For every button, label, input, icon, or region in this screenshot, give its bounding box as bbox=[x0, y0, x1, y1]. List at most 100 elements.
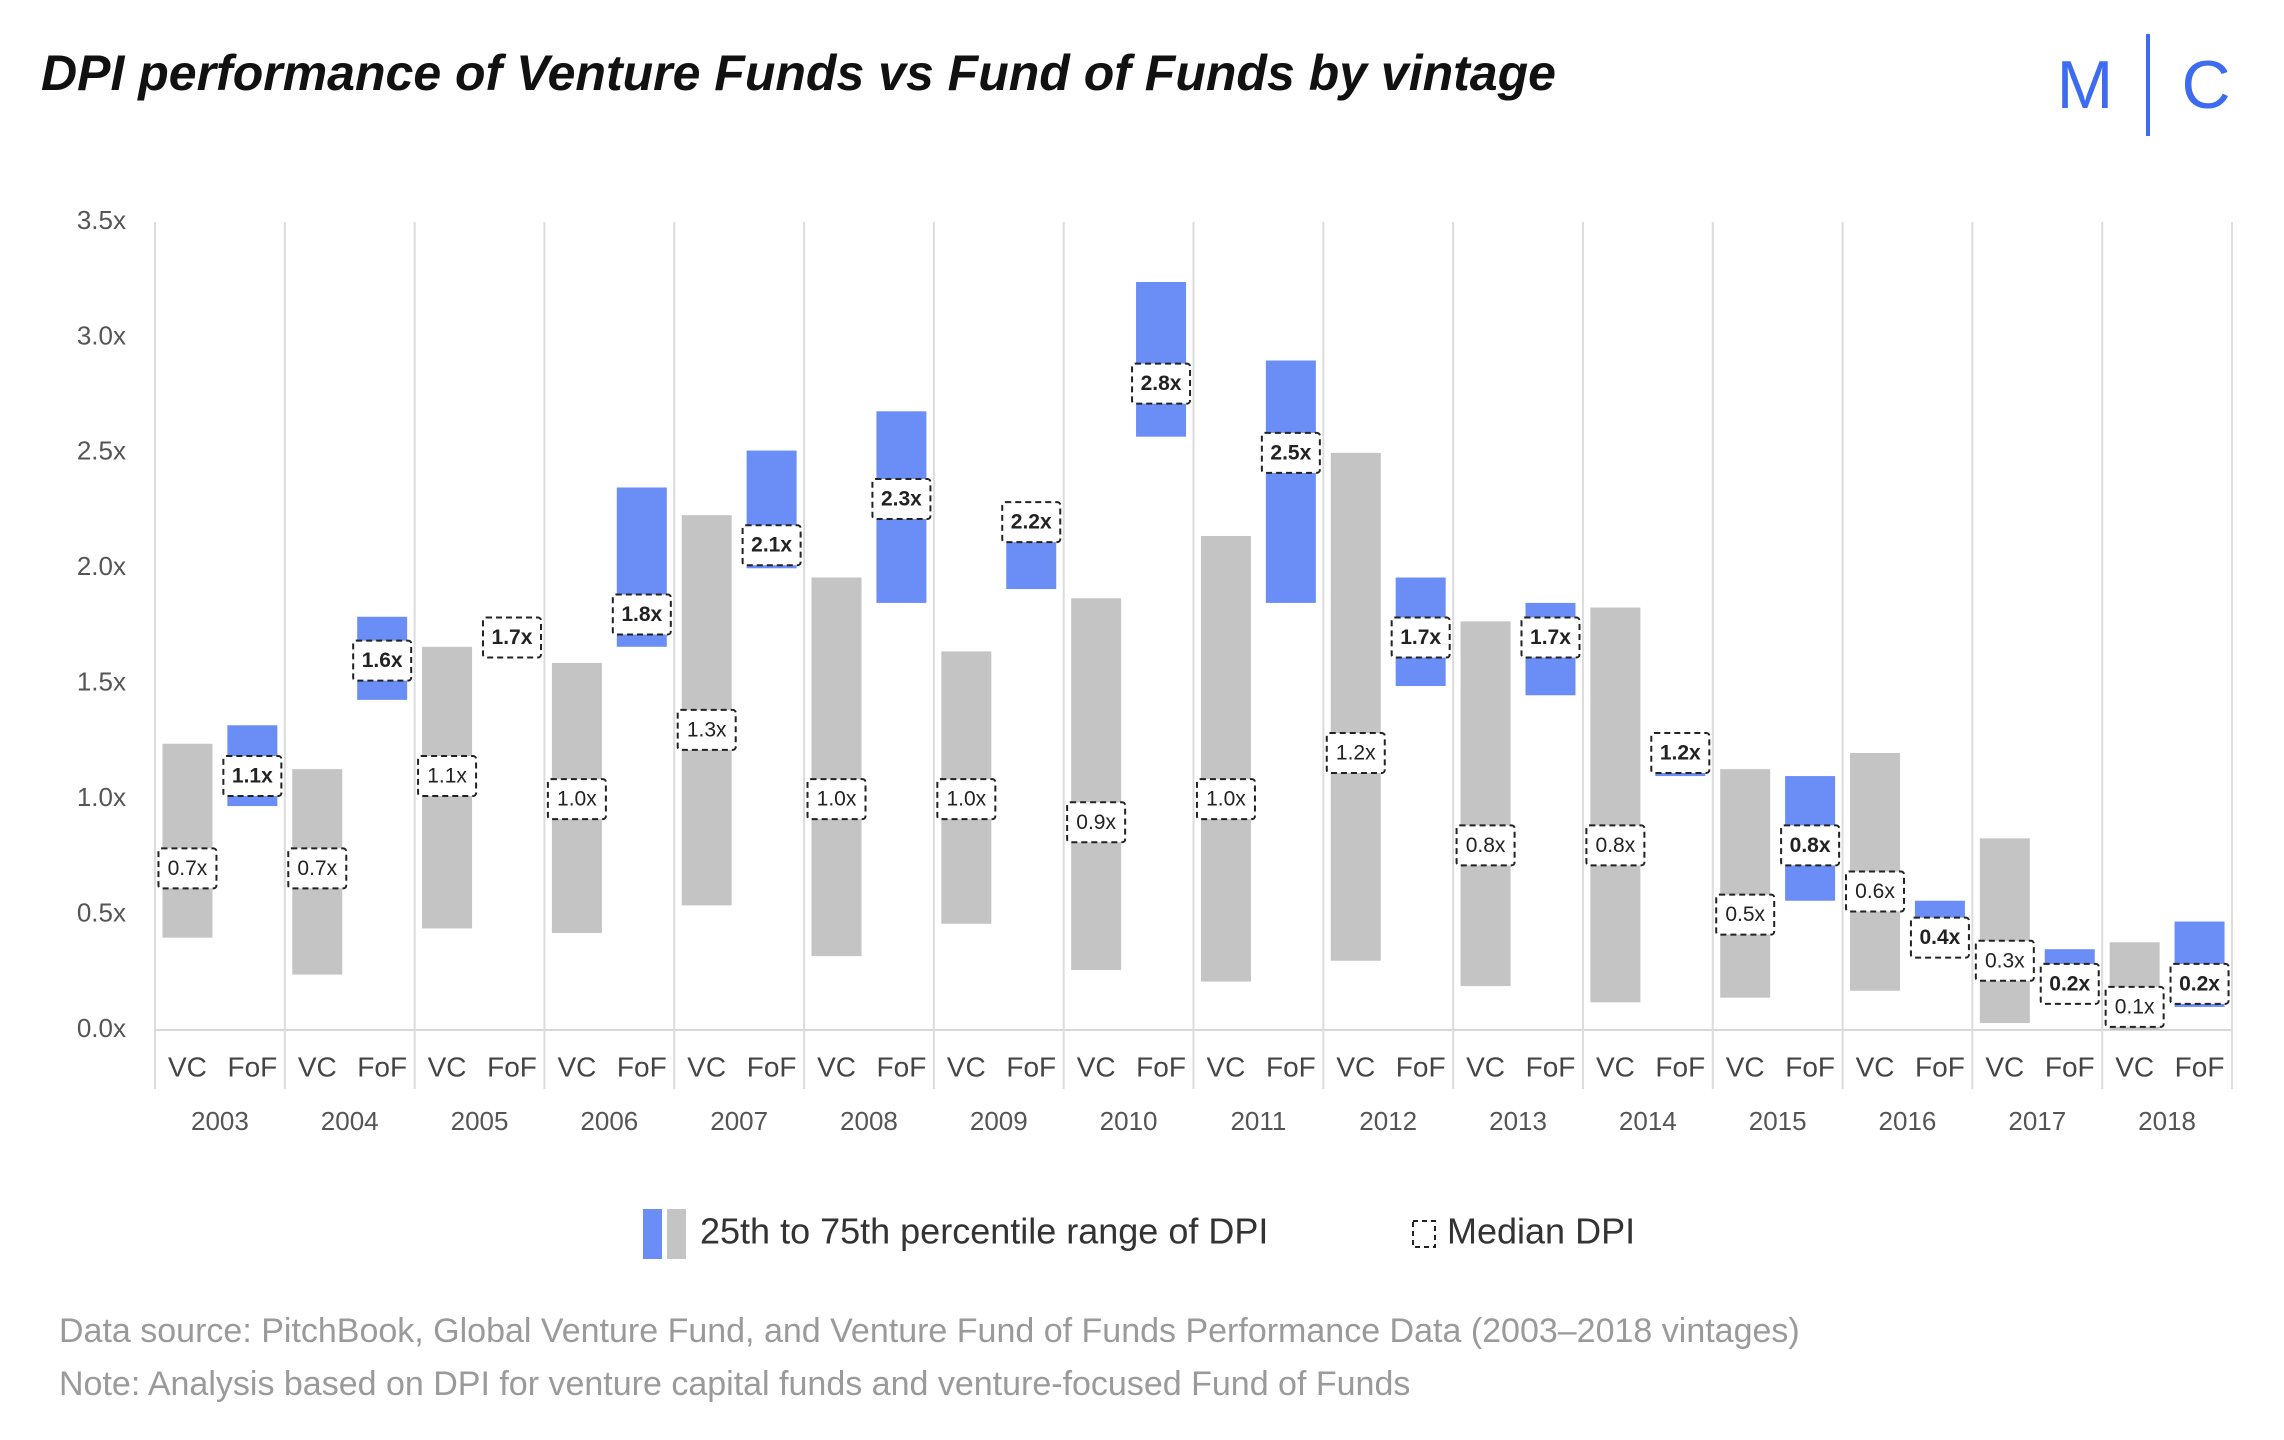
sub-category-label: FoF bbox=[227, 1051, 277, 1082]
x-tick-label: 2007 bbox=[710, 1106, 768, 1136]
range-bar bbox=[1136, 282, 1187, 437]
median-box bbox=[1650, 731, 1711, 774]
logo-letter: C bbox=[2181, 47, 2230, 123]
sub-category-label: VC bbox=[1726, 1051, 1765, 1082]
median-box bbox=[2039, 962, 2100, 1005]
median-label: 0.9x bbox=[1076, 811, 1116, 834]
y-tick-label: 3.5x bbox=[77, 205, 126, 235]
median-label: 0.5x bbox=[1725, 903, 1765, 926]
range-bar bbox=[811, 577, 862, 957]
sub-category-label: FoF bbox=[617, 1051, 667, 1082]
range-bar bbox=[1720, 769, 1771, 998]
sub-category-label: FoF bbox=[747, 1051, 797, 1082]
median-box bbox=[417, 755, 478, 798]
sub-category-label: VC bbox=[1077, 1051, 1116, 1082]
sub-category-label: FoF bbox=[2175, 1051, 2225, 1082]
median-label: 1.3x bbox=[687, 718, 727, 741]
sub-category-label: VC bbox=[947, 1051, 986, 1082]
sub-category-label: FoF bbox=[1006, 1051, 1056, 1082]
median-box bbox=[871, 478, 932, 521]
sub-category-label: VC bbox=[1466, 1051, 1505, 1082]
y-tick-label: 1.0x bbox=[77, 782, 126, 812]
median-label: 1.0x bbox=[1206, 788, 1246, 811]
range-bar bbox=[162, 743, 213, 938]
x-tick-label: 2013 bbox=[1489, 1106, 1547, 1136]
sub-category-label: FoF bbox=[1136, 1051, 1186, 1082]
legend-label: Median DPI bbox=[1447, 1211, 1635, 1252]
range-bar bbox=[1071, 598, 1122, 970]
median-label: 0.2x bbox=[2049, 972, 2090, 995]
median-label: 2.1x bbox=[751, 534, 792, 557]
median-box bbox=[1974, 939, 2035, 982]
y-tick-label: 0.0x bbox=[77, 1013, 126, 1043]
chart-title: DPI performance of Venture Funds vs Fund… bbox=[41, 45, 1556, 101]
median-box bbox=[2169, 962, 2230, 1005]
median-label: 0.7x bbox=[168, 857, 208, 880]
median-box bbox=[1780, 824, 1841, 867]
median-label: 0.6x bbox=[1855, 880, 1895, 903]
median-box bbox=[287, 847, 348, 890]
sub-category-label: VC bbox=[298, 1051, 337, 1082]
median-box bbox=[1066, 801, 1127, 844]
median-label: 1.7x bbox=[1400, 626, 1441, 649]
median-box bbox=[1390, 616, 1451, 659]
median-label: 2.8x bbox=[1141, 372, 1182, 395]
median-box bbox=[1195, 778, 1256, 821]
x-tick-label: 2012 bbox=[1359, 1106, 1417, 1136]
sub-category-label: VC bbox=[1207, 1051, 1246, 1082]
sub-category-label: FoF bbox=[1785, 1051, 1835, 1082]
sub-category-label: VC bbox=[817, 1051, 856, 1082]
range-bar bbox=[1590, 607, 1641, 1003]
sub-category-label: VC bbox=[1596, 1051, 1635, 1082]
legend-swatch bbox=[643, 1209, 662, 1259]
median-label: 0.7x bbox=[297, 857, 337, 880]
median-box bbox=[546, 778, 607, 821]
x-tick-label: 2006 bbox=[580, 1106, 638, 1136]
median-box bbox=[936, 778, 997, 821]
median-box bbox=[1585, 824, 1646, 867]
legend-label: 25th to 75th percentile range of DPI bbox=[700, 1211, 1268, 1252]
x-tick-label: 2004 bbox=[321, 1106, 379, 1136]
median-label: 1.7x bbox=[1530, 626, 1571, 649]
median-label: 1.1x bbox=[427, 765, 467, 788]
sub-category-label: VC bbox=[1336, 1051, 1375, 1082]
median-label: 0.8x bbox=[1790, 834, 1831, 857]
median-box bbox=[1909, 916, 1970, 959]
logo-letter: M bbox=[2057, 47, 2114, 123]
y-tick-label: 2.5x bbox=[77, 436, 126, 466]
median-box bbox=[1455, 824, 1516, 867]
sub-category-label: VC bbox=[1985, 1051, 2024, 1082]
median-label: 0.1x bbox=[2115, 995, 2155, 1018]
median-label: 1.0x bbox=[946, 788, 986, 811]
median-box bbox=[1001, 501, 1062, 544]
x-tick-label: 2017 bbox=[2008, 1106, 2066, 1136]
median-label: 0.3x bbox=[1985, 949, 2025, 972]
sub-category-label: FoF bbox=[1915, 1051, 1965, 1082]
median-label: 1.0x bbox=[557, 788, 597, 811]
sub-category-label: VC bbox=[428, 1051, 467, 1082]
x-tick-label: 2010 bbox=[1100, 1106, 1158, 1136]
median-box bbox=[1260, 431, 1321, 474]
legend-swatch bbox=[667, 1209, 686, 1259]
sub-category-label: VC bbox=[557, 1051, 596, 1082]
median-label: 2.5x bbox=[1270, 441, 1311, 464]
median-box bbox=[2104, 985, 2165, 1028]
median-box bbox=[1131, 362, 1192, 405]
median-box bbox=[157, 847, 218, 890]
median-box bbox=[1715, 893, 1776, 936]
median-label: 1.2x bbox=[1336, 742, 1376, 765]
y-tick-label: 0.5x bbox=[77, 897, 126, 927]
median-box bbox=[741, 524, 802, 567]
median-label: 1.1x bbox=[232, 765, 273, 788]
legend-swatch bbox=[1412, 1220, 1436, 1248]
x-tick-label: 2011 bbox=[1230, 1106, 1286, 1136]
median-box bbox=[1845, 870, 1906, 913]
median-label: 1.6x bbox=[362, 649, 403, 672]
median-box bbox=[806, 778, 867, 821]
median-label: 1.8x bbox=[621, 603, 662, 626]
sub-category-label: VC bbox=[1856, 1051, 1895, 1082]
sub-category-label: FoF bbox=[1266, 1051, 1316, 1082]
sub-category-label: VC bbox=[687, 1051, 726, 1082]
sub-category-label: FoF bbox=[1396, 1051, 1446, 1082]
